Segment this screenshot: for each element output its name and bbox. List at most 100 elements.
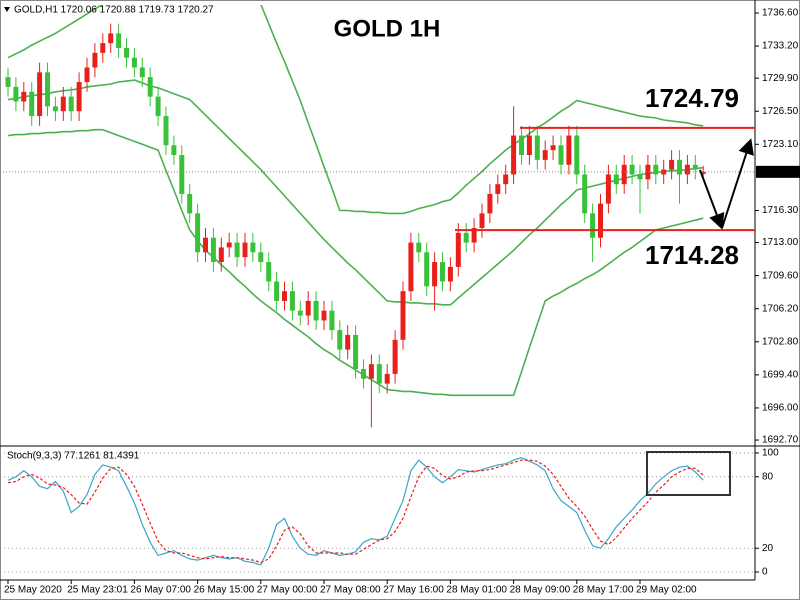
- candle-body: [179, 155, 185, 194]
- candle-body: [669, 159, 675, 170]
- y-tick-label: 80: [762, 471, 774, 482]
- candle-body: [116, 33, 122, 48]
- candle-body: [68, 96, 74, 112]
- candle-body: [218, 247, 224, 263]
- candle-body: [297, 310, 303, 316]
- x-tick-label: 25 May 23:01: [67, 585, 128, 596]
- candle-body: [684, 164, 690, 175]
- candle-body: [542, 150, 548, 160]
- x-tick-label: 29 May 02:00: [636, 585, 697, 596]
- candle-body: [511, 135, 517, 175]
- candle-body: [361, 369, 366, 379]
- level-label: 1714.28: [645, 240, 739, 270]
- candle-body: [76, 82, 82, 112]
- candle-body: [258, 252, 264, 263]
- y-tick-label: 1729.90: [762, 73, 799, 84]
- x-tick-label: 28 May 17:00: [573, 585, 634, 596]
- candle-body: [424, 252, 430, 287]
- y-tick-label: 1696.00: [762, 403, 799, 414]
- y-tick-label: 1706.20: [762, 303, 799, 314]
- candle-body: [692, 164, 698, 170]
- candle-body: [598, 203, 603, 238]
- candle-body: [139, 67, 145, 78]
- candle-body: [558, 145, 564, 165]
- candle-body: [605, 174, 611, 204]
- axes: 1736.60 1733.20 1729.90 1726.50 1723.10 1716.…: [4, 8, 800, 596]
- header-arrow: [4, 7, 10, 12]
- candle-body: [210, 237, 216, 263]
- highlight-box: [646, 451, 731, 496]
- candle-body: [613, 174, 619, 185]
- candle-body: [503, 174, 509, 185]
- candle-body: [629, 164, 635, 175]
- x-tick-label: 26 May 07:00: [130, 585, 191, 596]
- candle-body: [305, 300, 311, 316]
- candle-body: [534, 135, 540, 160]
- y-tick-label: 1736.60: [762, 8, 799, 19]
- x-tick-label: 27 May 08:00: [320, 585, 381, 596]
- stoch-line: [7, 457, 704, 566]
- candle-body: [226, 242, 232, 248]
- stoch-line: [7, 459, 704, 564]
- candle-body: [479, 213, 485, 228]
- candle-body: [289, 291, 295, 311]
- x-tick-label: 27 May 00:00: [257, 585, 318, 596]
- candle-body: [376, 364, 382, 384]
- candle-body: [637, 174, 643, 180]
- candle-body: [29, 91, 35, 117]
- x-tick-label: 28 May 01:00: [446, 585, 507, 596]
- y-tick-label: 1723.10: [762, 139, 799, 150]
- candle-body: [566, 135, 572, 165]
- candle-body: [392, 339, 398, 374]
- candle-body: [171, 145, 177, 156]
- candle-body: [384, 373, 390, 384]
- candle-body: [131, 57, 137, 68]
- x-tick-label: 27 May 16:00: [383, 585, 444, 596]
- candle-body: [37, 72, 43, 117]
- candle-body: [700, 171, 706, 174]
- candle-body: [353, 334, 359, 370]
- candle-body: [250, 242, 256, 253]
- candle-body: [266, 262, 272, 282]
- candle-body: [653, 164, 659, 175]
- indicator-label: Stoch(9,3,3) 77.1261 81.4391: [7, 451, 140, 462]
- candle-body: [416, 242, 422, 253]
- candle-body: [526, 135, 532, 156]
- bollinger-band: [7, 79, 704, 306]
- level-label: 1724.79: [645, 83, 739, 113]
- y-tick-label: 1692.70: [762, 435, 799, 446]
- candle-body: [203, 237, 208, 253]
- candle-body: [45, 72, 50, 107]
- candle-body: [519, 135, 524, 156]
- candle-body: [432, 262, 438, 287]
- price-pane: [1, 5, 755, 428]
- candle-body: [345, 334, 351, 350]
- candle-body: [234, 242, 240, 258]
- x-tick-label: 26 May 15:00: [194, 585, 255, 596]
- y-tick-label: 1716.30: [762, 205, 799, 216]
- candle-body: [495, 184, 501, 194]
- y-tick-label: 1713.00: [762, 237, 799, 248]
- candle-body: [463, 232, 469, 243]
- candle-body: [282, 291, 287, 301]
- last-price-box: [756, 165, 800, 178]
- candle-body: [274, 281, 280, 301]
- candle-body: [21, 91, 27, 102]
- candle-body: [408, 242, 414, 292]
- candle-body: [242, 242, 248, 258]
- x-tick-label: 28 May 09:00: [510, 585, 571, 596]
- candle-body: [550, 145, 556, 151]
- candle-body: [447, 266, 453, 282]
- candle-body: [368, 364, 374, 379]
- candle-body: [582, 174, 588, 214]
- candle-body: [155, 96, 161, 117]
- candle-body: [321, 310, 327, 321]
- candle-body: [440, 262, 445, 282]
- y-tick-label: 0: [762, 567, 768, 578]
- y-tick-label: 1702.80: [762, 336, 799, 347]
- candle-body: [147, 77, 153, 97]
- y-tick-label: 20: [762, 543, 774, 554]
- candle-body: [92, 52, 98, 68]
